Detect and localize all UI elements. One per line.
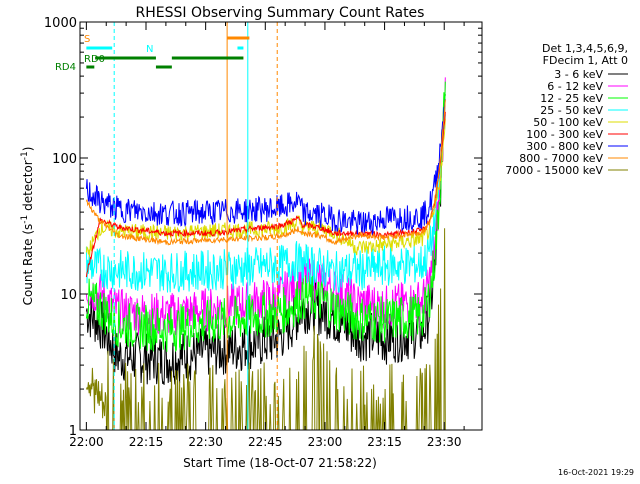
flag-label: S — [84, 34, 90, 45]
series-line — [85, 99, 446, 235]
flag-label: N — [146, 44, 153, 55]
legend-label: 800 - 7000 keV — [519, 152, 603, 165]
series-layer — [85, 77, 446, 431]
flag-label: RD0 — [84, 54, 105, 65]
x-tick-label: 23:15 — [367, 435, 402, 449]
plot-timestamp: 16-Oct-2021 19:29 — [558, 468, 634, 477]
x-tick-label: 22:00 — [69, 435, 104, 449]
x-tick-label: 22:45 — [248, 435, 283, 449]
axis-layer: 22:00 22:15 22:30 22:45 23:00 23:15 23:30 1 10 10… — [44, 16, 482, 449]
legend-label: 3 - 6 keV — [554, 68, 603, 81]
legend-header-line-1: Det 1,3,4,5,6,9, — [542, 42, 628, 55]
plot-frame — [79, 21, 483, 431]
legend-label: 300 - 800 keV — [526, 140, 603, 153]
series-line — [85, 94, 446, 385]
flag-label: RD4 — [55, 62, 76, 73]
y-tick-label: 100 — [52, 152, 77, 167]
series-line — [85, 114, 446, 294]
series-line — [85, 118, 446, 258]
legend-header-line-2: FDecim 1, Att 0 — [543, 54, 628, 67]
series-line — [85, 77, 446, 337]
legend: Det 1,3,4,5,6,9, FDecim 1, Att 0 3 - 6 k… — [505, 42, 628, 177]
legend-label: 6 - 12 keV — [547, 80, 603, 93]
y-axis-label-sup: -1 — [20, 215, 30, 224]
series-line — [85, 99, 446, 246]
legend-label: 25 - 50 keV — [540, 104, 603, 117]
x-tick-label: 22:15 — [129, 435, 164, 449]
legend-label: 100 - 300 keV — [526, 128, 603, 141]
y-axis-label-suffix: detector — [21, 160, 35, 215]
legend-label: 12 - 25 keV — [540, 92, 603, 105]
y-tick-label: 1000 — [44, 16, 77, 31]
chart-title: RHESSI Observing Summary Count Rates — [136, 5, 425, 21]
flag-layer: S N RD0 RD4 — [55, 34, 250, 73]
series-line — [85, 111, 446, 278]
y-axis-label-prefix: Count Rate (s — [21, 224, 35, 306]
x-tick-label: 23:00 — [308, 435, 343, 449]
series-line — [85, 81, 446, 353]
legend-label: 7000 - 15000 keV — [505, 164, 603, 177]
y-tick-label: 1 — [69, 424, 77, 439]
legend-label: 50 - 100 keV — [533, 116, 603, 129]
y-axis-label: Count Rate (s-1 detector-1) — [20, 147, 35, 306]
y-tick-label: 10 — [60, 288, 77, 303]
marker-layer — [113, 22, 278, 430]
x-tick-label: 22:30 — [188, 435, 223, 449]
y-axis-label-close: ) — [21, 147, 35, 152]
y-axis-label-sup-2: -1 — [20, 151, 30, 160]
x-axis-label: Start Time (18-Oct-07 21:58:22) — [183, 456, 377, 470]
x-tick-label: 23:30 — [427, 435, 462, 449]
